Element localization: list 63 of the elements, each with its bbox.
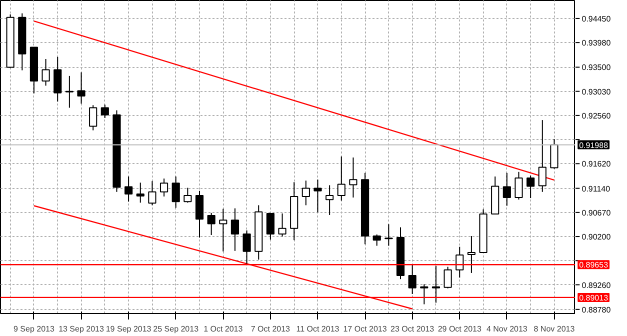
x-tick-label: 19 Sep 2013 [106,324,152,334]
candlestick [77,72,86,104]
candlestick [207,212,216,236]
candlestick [160,178,168,198]
candlestick [456,246,464,278]
candlestick [219,208,228,252]
y-tick-label: 0.92560 [582,111,612,120]
candlestick [502,172,511,206]
candlestick [349,157,358,198]
candlestick [89,104,98,131]
y-tick-label: 0.91620 [582,160,612,169]
x-tick-label: 13 Sep 2013 [58,324,104,334]
candlestick [420,284,428,305]
x-tick-label: 9 Sep 2013 [14,324,55,334]
candlestick [372,234,381,246]
candlestick [514,171,523,200]
y-tick-label: 0.94450 [582,14,612,24]
candlestick [230,208,240,252]
candlestick [65,75,74,108]
y-tick-label: 0.89260 [582,280,612,290]
candlestick [278,212,286,238]
candlestick [266,212,274,240]
candlestick [384,224,393,246]
candlestick [314,179,322,213]
x-tick-label: 17 Oct 2013 [343,324,388,334]
y-tick-label: 0.93030 [582,87,612,96]
candlestick [302,180,310,206]
y-tick-label: 0.93980 [582,38,612,48]
candlestick [444,266,452,289]
candlestick [136,182,144,204]
candlestick [195,190,204,238]
x-tick-label: 4 Nov 2013 [486,324,528,334]
ref-line-label: 0.89653 [579,260,609,270]
x-tick-label: 1 Oct 2013 [204,324,244,334]
ref-line-label: 0.91988 [579,140,609,150]
x-tick-label: 23 Oct 2013 [390,324,435,334]
x-tick-label: 25 Sep 2013 [153,324,200,334]
candlestick [550,138,558,170]
candlestick [467,236,476,274]
candlestick [337,156,346,202]
x-tick-label: 8 Nov 2013 [534,324,576,334]
x-tick-label: 29 Oct 2013 [438,324,482,334]
candlestick [184,187,192,204]
y-tick-label: 0.90200 [582,232,612,242]
x-tick-label: 7 Oct 2013 [250,324,291,334]
candlestick [326,184,334,216]
candlestick [172,176,180,208]
y-tick-label: 0.91140 [582,184,611,194]
candlestick [100,104,109,119]
candlestick [538,120,546,192]
candlestick [242,230,251,264]
candlestick [42,58,50,86]
candlestick [124,176,133,202]
y-tick-label: 0.90670 [582,208,612,218]
candlestick [408,264,416,294]
candlestick [526,174,535,199]
x-tick-label: 11 Oct 2013 [296,324,340,334]
ref-line-label: 0.89013 [579,293,609,302]
y-tick-label: 0.93500 [582,63,612,72]
candlestick [54,56,62,102]
candlestick [148,180,156,206]
y-tick-label: 0.88780 [582,305,612,314]
candlestick [432,265,440,304]
